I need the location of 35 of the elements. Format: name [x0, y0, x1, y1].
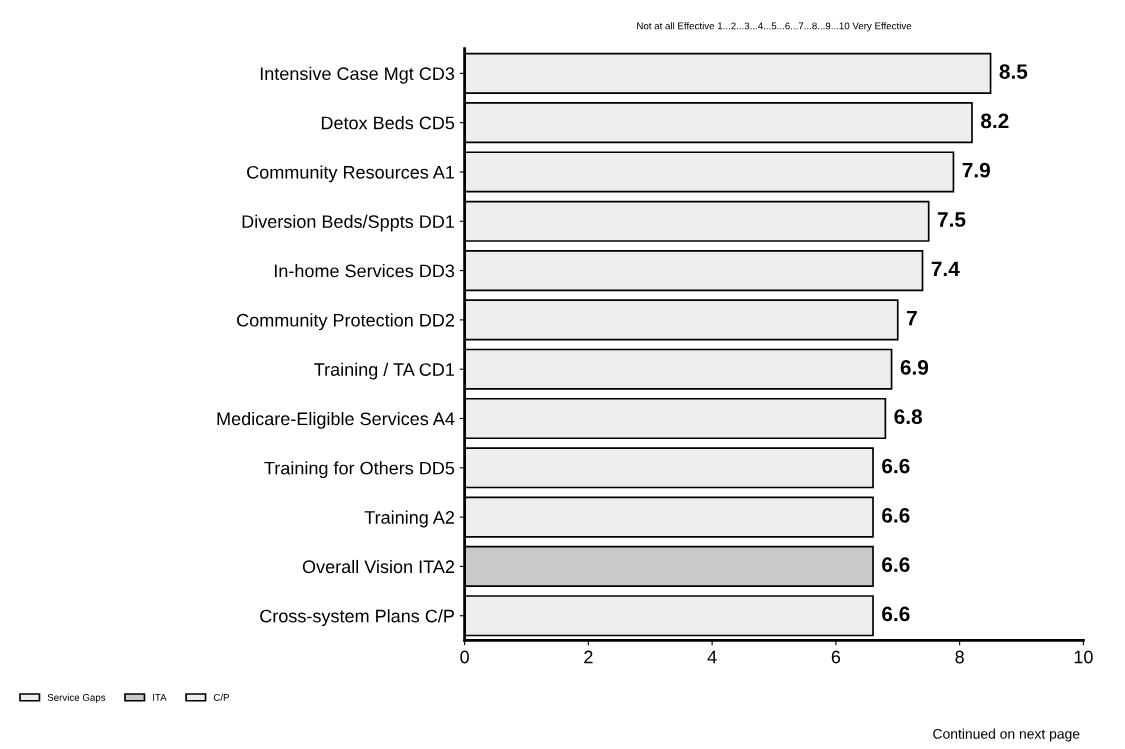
y-tick-label: Detox Beds CD5 [321, 116, 455, 130]
chart-subtitle: Not at all Effective 1...2...3...4...5...6...7...8...9...10 Very Effective [637, 22, 912, 32]
x-tick-label: 10 [1074, 650, 1093, 664]
y-tick-label: Training for Others DD5 [264, 461, 455, 479]
y-tick-label: Overall Vision ITA2 [302, 559, 454, 574]
legend-label: ITA [153, 694, 167, 701]
y-tick-label: Community Protection DD2 [237, 313, 455, 331]
data-label: 7 [906, 310, 917, 326]
data-label: 8.2 [980, 113, 1009, 129]
y-tick-label: Intensive Case Mgt CD3 [260, 66, 455, 84]
y-tick-label: Diversion Beds/Sppts DD1 [242, 214, 455, 232]
y-tick-label: In-home Services DD3 [274, 264, 455, 278]
x-tick-label: 8 [955, 650, 964, 664]
data-label: 6.8 [894, 409, 923, 425]
text: Continued on next page [933, 728, 1080, 742]
data-label: 6.6 [882, 606, 910, 622]
data-label: 6.6 [882, 507, 910, 523]
y-tick-label: Community Resources A1 [247, 165, 455, 183]
y-tick-label: Training / TA CD1 [314, 362, 455, 380]
data-label: 6.6 [882, 458, 910, 474]
data-label: 7.9 [962, 162, 990, 178]
x-tick-label: 2 [584, 650, 593, 664]
y-tick-label: Cross-system Plans C/P [260, 609, 454, 627]
legend-label: Service Gaps [47, 693, 106, 703]
y-tick-label: Training A2 [364, 510, 454, 528]
data-label: 6.6 [882, 557, 910, 573]
x-tick-label: 4 [707, 650, 717, 664]
data-label: 7.4 [931, 261, 960, 276]
x-tick-label: 0 [460, 650, 469, 664]
data-label: 6.9 [900, 360, 929, 375]
legend-label: C/P [213, 693, 230, 701]
data-label: 7.5 [937, 212, 966, 227]
y-tick-label: Medicare-Eligible Services A4 [217, 411, 455, 429]
x-tick-label: 6 [831, 650, 841, 664]
data-label: 8.5 [999, 64, 1028, 79]
